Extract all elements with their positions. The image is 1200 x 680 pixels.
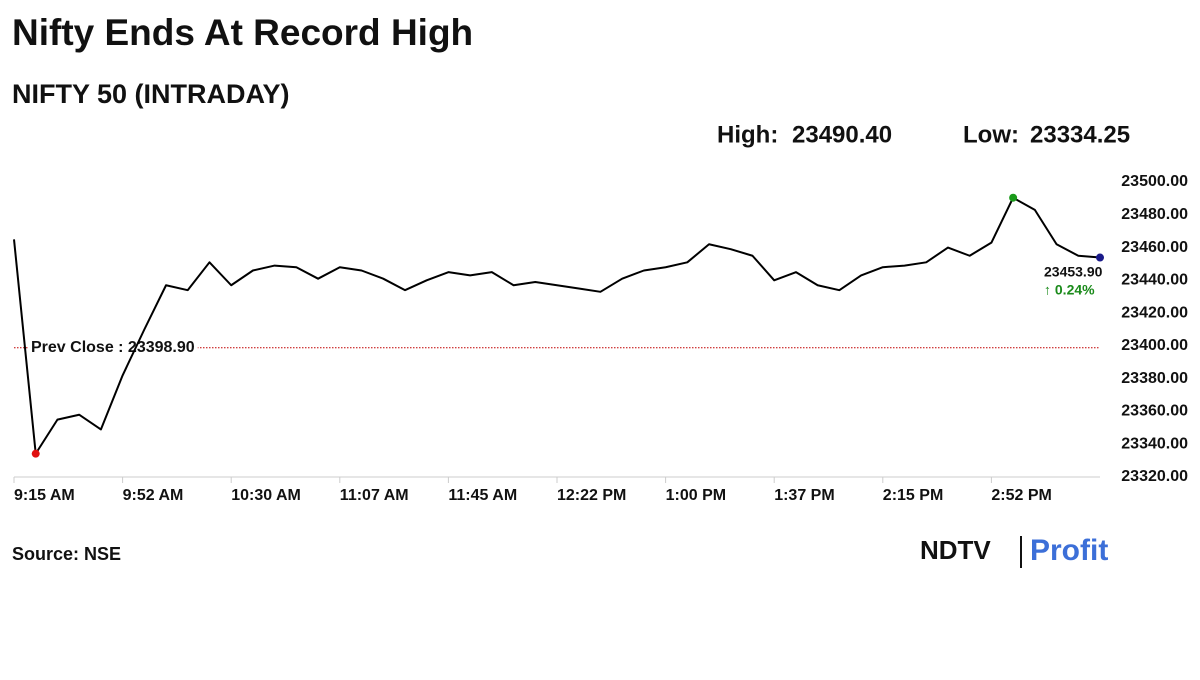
y-tick-label: 23340.00 (1121, 435, 1188, 452)
x-tick-label: 11:07 AM (340, 487, 409, 504)
reference-label-bg (28, 337, 198, 357)
y-tick-label: 23360.00 (1121, 403, 1188, 420)
x-tick-label: 1:00 PM (666, 487, 726, 504)
low-value: 23334.25 (1030, 121, 1130, 148)
change-label: ↑ 0.24% (1044, 281, 1095, 297)
x-tick-label: 10:30 AM (231, 487, 301, 504)
x-tick-label: 9:15 AM (14, 487, 75, 504)
price-line (13, 196, 1101, 455)
y-tick-label: 23420.00 (1121, 304, 1188, 321)
last-value-label: 23453.90 (1044, 263, 1103, 279)
low-marker (31, 449, 40, 458)
x-tick-label: 12:22 PM (557, 487, 626, 504)
high-marker (1009, 193, 1018, 202)
brand-left: NDTV (920, 535, 991, 565)
reference-label: Prev Close : 23398.90 (31, 339, 195, 356)
x-tick-label: 1:37 PM (774, 487, 834, 504)
chart-title: Nifty Ends At Record High (12, 12, 473, 53)
high-value: 23490.40 (792, 121, 892, 148)
source: Source: NSE (12, 544, 121, 564)
chart-subtitle: NIFTY 50 (INTRADAY) (12, 79, 290, 109)
y-tick-label: 23480.00 (1121, 206, 1188, 223)
high-caption: High: (717, 121, 778, 148)
y-tick-label: 23400.00 (1121, 337, 1188, 354)
y-tick-label: 23460.00 (1121, 239, 1188, 256)
y-tick-label: 23500.00 (1121, 173, 1188, 190)
y-tick-label: 23440.00 (1121, 272, 1188, 289)
x-tick-label: 2:15 PM (883, 487, 943, 504)
y-tick-label: 23380.00 (1121, 370, 1188, 387)
last-marker (1096, 253, 1104, 262)
x-tick-label: 11:45 AM (448, 487, 517, 504)
low-caption: Low: (963, 121, 1019, 148)
x-tick-label: 2:52 PM (991, 487, 1051, 504)
brand-right: Profit (1030, 534, 1108, 567)
x-tick-label: 9:52 AM (123, 487, 184, 504)
y-tick-label: 23320.00 (1121, 468, 1188, 485)
